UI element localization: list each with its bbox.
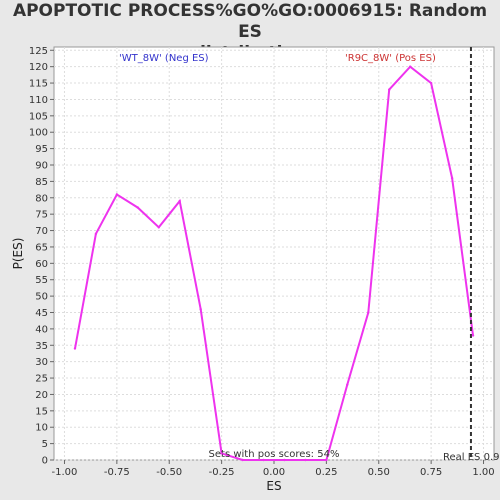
real-es-label: Real ES 0.9	[443, 452, 499, 463]
x-tick-label: 0.00	[263, 467, 285, 478]
x-tick-label: -0.75	[104, 467, 130, 478]
data-point	[304, 458, 307, 462]
y-tick-label: 45	[35, 308, 48, 319]
data-point	[325, 458, 328, 462]
y-tick-label: 40	[35, 324, 48, 335]
data-point	[450, 176, 454, 180]
y-tick-label: 5	[42, 439, 48, 450]
pos-es-label: 'R9C_8W' (Pos ES)	[345, 53, 436, 64]
y-tick-label: 70	[35, 226, 48, 237]
y-tick-label: 0	[42, 456, 48, 467]
x-tick-label: 1.00	[472, 467, 494, 478]
y-tick-label: 80	[35, 193, 48, 204]
x-tick-label: -1.00	[52, 467, 78, 478]
y-tick-label: 110	[29, 95, 48, 106]
x-tick-label: 0.25	[315, 467, 337, 478]
y-tick-label: 85	[35, 177, 48, 188]
y-tick-label: 30	[35, 357, 48, 368]
y-tick-label: 95	[35, 144, 48, 155]
data-point	[178, 199, 181, 203]
y-tick-label: 125	[29, 46, 48, 57]
data-point	[73, 347, 77, 350]
y-tick-label: 90	[35, 161, 48, 172]
y-tick-label: 115	[29, 79, 48, 90]
data-point	[94, 232, 98, 236]
data-point	[220, 452, 223, 455]
data-point	[262, 458, 265, 462]
data-point	[157, 226, 160, 229]
y-tick-label: 65	[35, 242, 48, 253]
data-point	[367, 311, 370, 314]
neg-es-label: 'WT_8W' (Neg ES)	[119, 53, 209, 64]
y-tick-label: 55	[35, 275, 48, 286]
y-tick-label: 20	[35, 390, 48, 401]
data-point	[115, 193, 119, 196]
data-point	[346, 383, 349, 386]
y-tick-label: 15	[35, 406, 48, 417]
x-tick-label: -0.50	[156, 467, 182, 478]
x-tick-label: -0.25	[209, 467, 235, 478]
grid	[54, 47, 494, 461]
data-point	[471, 334, 475, 337]
y-tick-label: 100	[29, 128, 48, 139]
y-axis: 0 5 10 15 20 25 30 35 40 45 50 55 60 65 70 75 80 85 90 95 10…	[29, 46, 54, 467]
x-tick-label: 0.50	[368, 467, 390, 478]
data-point	[408, 65, 412, 68]
data-point	[283, 458, 286, 462]
x-tick-label: 0.75	[420, 467, 442, 478]
y-tick-label: 25	[35, 374, 48, 385]
y-axis-title: P(ES)	[11, 238, 25, 270]
pos-scores-note: Sets with pos scores: 54%	[209, 449, 340, 460]
data-point	[136, 206, 140, 209]
x-axis: -1.00 -0.75 -0.50 -0.25 0.00 0.25 0.50 0.75 1.00	[52, 460, 495, 478]
y-tick-label: 60	[35, 259, 48, 270]
data-point	[241, 458, 244, 462]
y-tick-label: 50	[35, 292, 48, 303]
x-axis-title: ES	[266, 479, 281, 493]
data-point	[388, 88, 391, 91]
y-tick-label: 10	[35, 423, 48, 434]
chart-title: APOPTOTIC PROCESS%GO%GO:0006915: Random …	[12, 1, 488, 63]
y-tick-label: 35	[35, 341, 48, 352]
y-tick-label: 120	[29, 62, 48, 73]
data-point	[429, 81, 433, 85]
y-tick-label: 105	[29, 111, 48, 122]
y-tick-label: 75	[35, 210, 48, 221]
data-point	[199, 308, 202, 311]
series-line	[74, 65, 474, 461]
